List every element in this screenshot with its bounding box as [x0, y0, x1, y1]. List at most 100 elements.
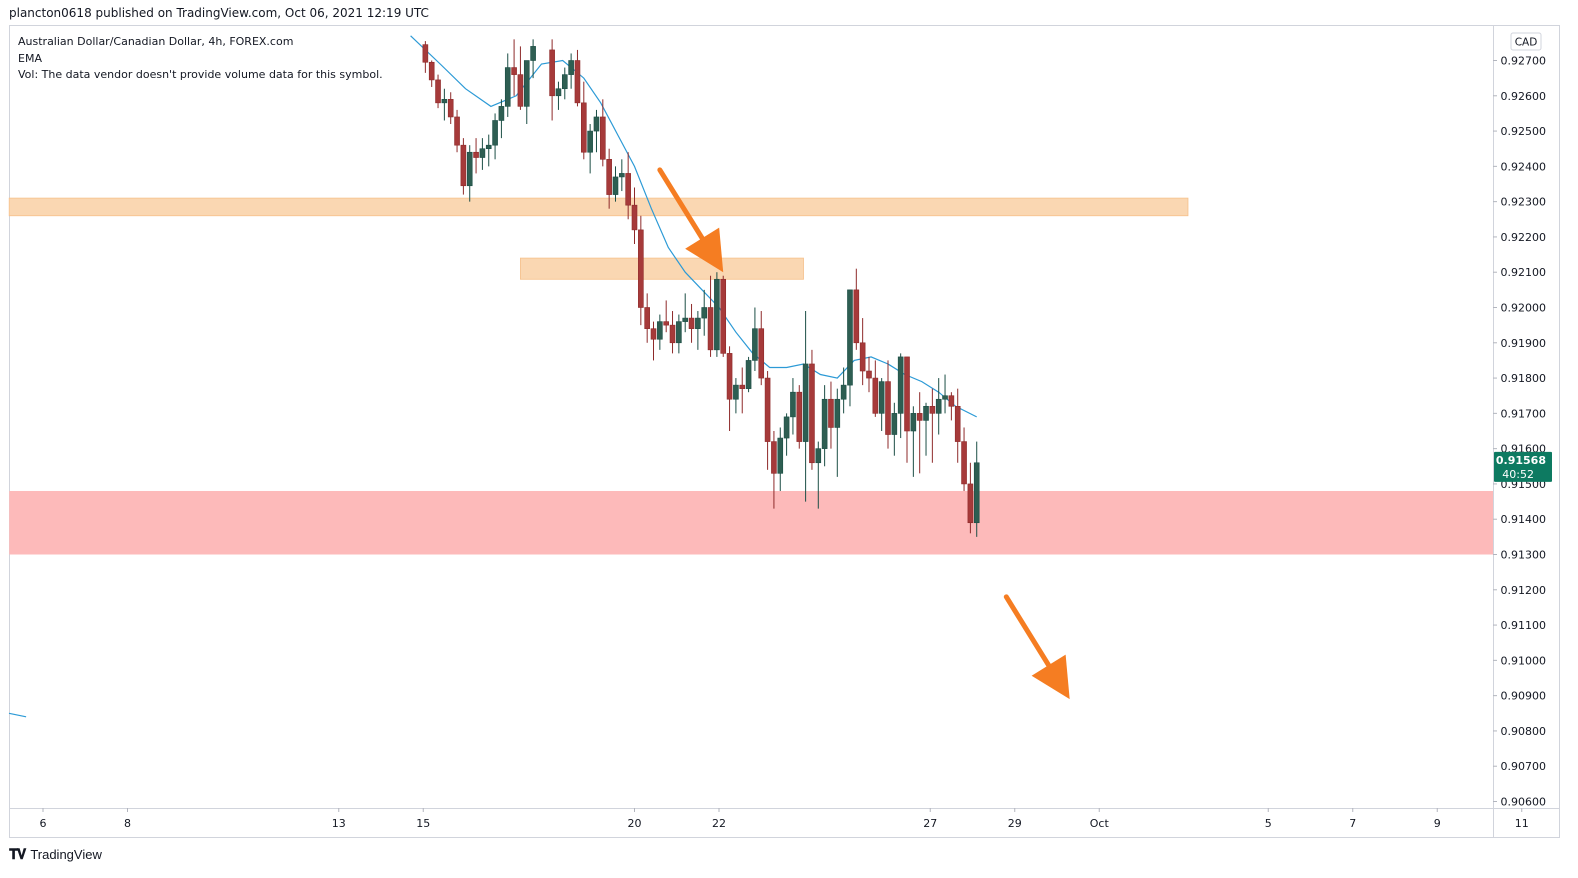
candle[interactable]: [834, 388, 841, 477]
arrow-down-1[interactable]: [657, 167, 724, 273]
candle[interactable]: [739, 367, 746, 414]
candle[interactable]: [530, 39, 536, 79]
candle[interactable]: [802, 311, 809, 502]
candle[interactable]: [631, 187, 638, 244]
candle[interactable]: [498, 99, 505, 139]
candle[interactable]: [568, 53, 574, 89]
candle[interactable]: [682, 293, 689, 333]
candle[interactable]: [574, 49, 581, 107]
candle[interactable]: [441, 88, 448, 121]
candle[interactable]: [866, 356, 872, 393]
candle[interactable]: [492, 113, 498, 160]
candle[interactable]: [707, 275, 714, 357]
candle[interactable]: [904, 356, 910, 463]
ema-line-1[interactable]: [8, 712, 27, 718]
candle[interactable]: [663, 300, 669, 333]
candle[interactable]: [580, 81, 587, 160]
candle[interactable]: [612, 166, 619, 202]
candle[interactable]: [929, 388, 936, 463]
candle[interactable]: [790, 378, 796, 435]
candle[interactable]: [504, 53, 511, 117]
candle[interactable]: [676, 314, 682, 354]
candle[interactable]: [726, 346, 733, 431]
candle[interactable]: [885, 360, 891, 449]
candle[interactable]: [549, 39, 555, 121]
candle[interactable]: [872, 360, 879, 417]
candle[interactable]: [891, 402, 898, 456]
candle[interactable]: [809, 349, 815, 470]
candle[interactable]: [853, 268, 860, 350]
candle[interactable]: [954, 388, 961, 463]
candle[interactable]: [479, 138, 486, 170]
candle[interactable]: [878, 378, 885, 431]
candle[interactable]: [638, 215, 644, 326]
candle[interactable]: [606, 148, 612, 209]
candle[interactable]: [783, 413, 790, 456]
candle[interactable]: [847, 289, 853, 407]
candle[interactable]: [771, 431, 777, 509]
candle[interactable]: [796, 385, 803, 449]
price-axis[interactable]: 0.92700 0.92600 0.92500 0.92400 0.92300 0.922…: [1493, 55, 1546, 809]
candle[interactable]: [587, 124, 593, 174]
candle[interactable]: [460, 138, 467, 195]
candle[interactable]: [688, 303, 695, 343]
candle[interactable]: [720, 275, 727, 357]
candle[interactable]: [422, 41, 429, 73]
upper-resistance-zone[interactable]: [8, 197, 1189, 217]
candle[interactable]: [695, 311, 701, 350]
candle[interactable]: [714, 272, 720, 357]
candle[interactable]: [828, 381, 834, 449]
candle[interactable]: [555, 81, 562, 110]
candle[interactable]: [752, 307, 758, 372]
candle[interactable]: [942, 374, 948, 414]
candle[interactable]: [973, 441, 980, 537]
candle[interactable]: [897, 353, 904, 439]
candle[interactable]: [764, 371, 771, 470]
candle[interactable]: [657, 314, 663, 350]
candle[interactable]: [435, 74, 441, 109]
candle[interactable]: [935, 378, 942, 435]
candle[interactable]: [745, 356, 752, 393]
time-axis[interactable]: 68131520222729Oct57911131518: [40, 808, 1578, 830]
candle[interactable]: [447, 92, 454, 125]
candle[interactable]: [859, 318, 866, 386]
currency-label-box[interactable]: [1510, 32, 1542, 51]
support-zone[interactable]: [9, 490, 1494, 555]
mid-resistance-zone[interactable]: [520, 257, 804, 280]
arrow-down-2[interactable]: [1003, 594, 1070, 700]
candle[interactable]: [961, 427, 967, 491]
candle[interactable]: [650, 321, 657, 361]
candle[interactable]: [701, 289, 708, 336]
tradingview-logo[interactable]: 𝐓𝐕 TradingView: [9, 846, 102, 863]
candle[interactable]: [619, 159, 625, 192]
candle[interactable]: [777, 427, 784, 491]
candle[interactable]: [485, 134, 492, 167]
candle[interactable]: [473, 138, 479, 174]
candle[interactable]: [593, 109, 600, 153]
candle[interactable]: [454, 109, 460, 153]
candle[interactable]: [967, 462, 974, 534]
candle[interactable]: [466, 145, 473, 202]
candle[interactable]: [733, 378, 739, 414]
candle[interactable]: [923, 402, 929, 456]
candle[interactable]: [758, 311, 765, 386]
candle[interactable]: [821, 385, 828, 467]
ema-indicator-label[interactable]: EMA: [18, 51, 42, 65]
candle[interactable]: [644, 293, 650, 343]
candle[interactable]: [910, 406, 917, 477]
candle[interactable]: [840, 367, 847, 414]
chart-frame[interactable]: [9, 25, 1560, 838]
candle[interactable]: [948, 392, 955, 421]
volume-indicator-label[interactable]: Vol: The data vendor doesn't provide vol…: [18, 68, 383, 81]
candle[interactable]: [511, 39, 517, 96]
candle[interactable]: [428, 60, 435, 87]
symbol-title[interactable]: Australian Dollar/Canadian Dollar, 4h, F…: [18, 35, 294, 48]
candle[interactable]: [815, 441, 822, 509]
candle[interactable]: [625, 152, 631, 220]
candle[interactable]: [517, 46, 524, 110]
candle[interactable]: [561, 67, 568, 100]
candle[interactable]: [600, 99, 606, 167]
candle[interactable]: [669, 311, 676, 354]
candle[interactable]: [523, 60, 530, 125]
